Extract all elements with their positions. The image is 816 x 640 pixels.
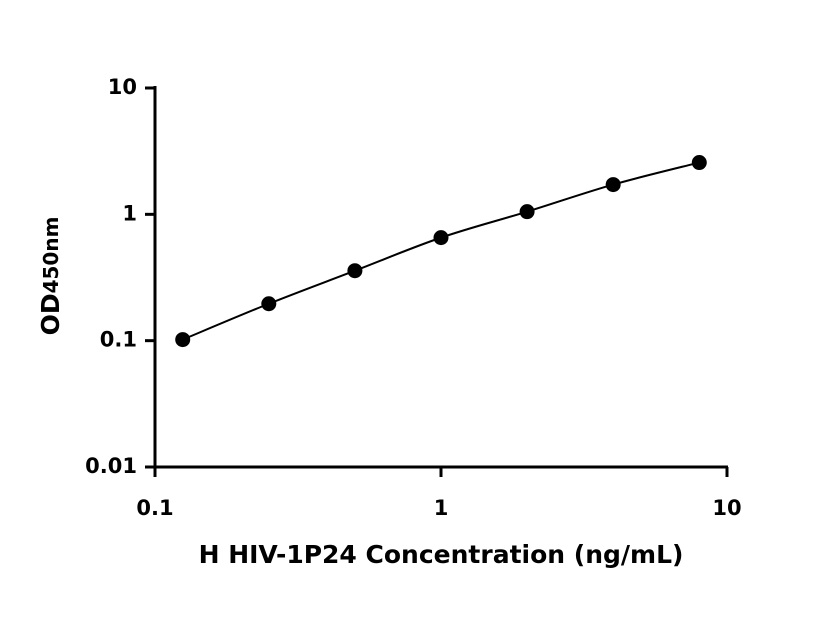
y-label-main: OD xyxy=(36,293,65,335)
fit-line xyxy=(182,161,700,341)
y-tick-label: 1 xyxy=(122,201,137,225)
y-tick-label: 10 xyxy=(108,75,137,99)
y-tick-label: 0.01 xyxy=(85,454,137,478)
y-tick-label: 0.1 xyxy=(100,328,137,352)
x-tick-label: 0.1 xyxy=(136,496,173,520)
data-point xyxy=(605,177,621,193)
y-axis-label: OD450nm xyxy=(36,217,65,336)
data-point xyxy=(261,296,277,312)
x-tick-label: 1 xyxy=(434,496,449,520)
data-point xyxy=(433,230,449,246)
data-point xyxy=(519,204,535,220)
y-label-sub: 450nm xyxy=(39,217,63,294)
data-point xyxy=(175,332,191,348)
data-point xyxy=(691,155,707,171)
x-axis-label: H HIV-1P24 Concentration (ng/mL) xyxy=(199,540,684,569)
data-point xyxy=(347,263,363,279)
x-tick-label: 10 xyxy=(712,496,741,520)
